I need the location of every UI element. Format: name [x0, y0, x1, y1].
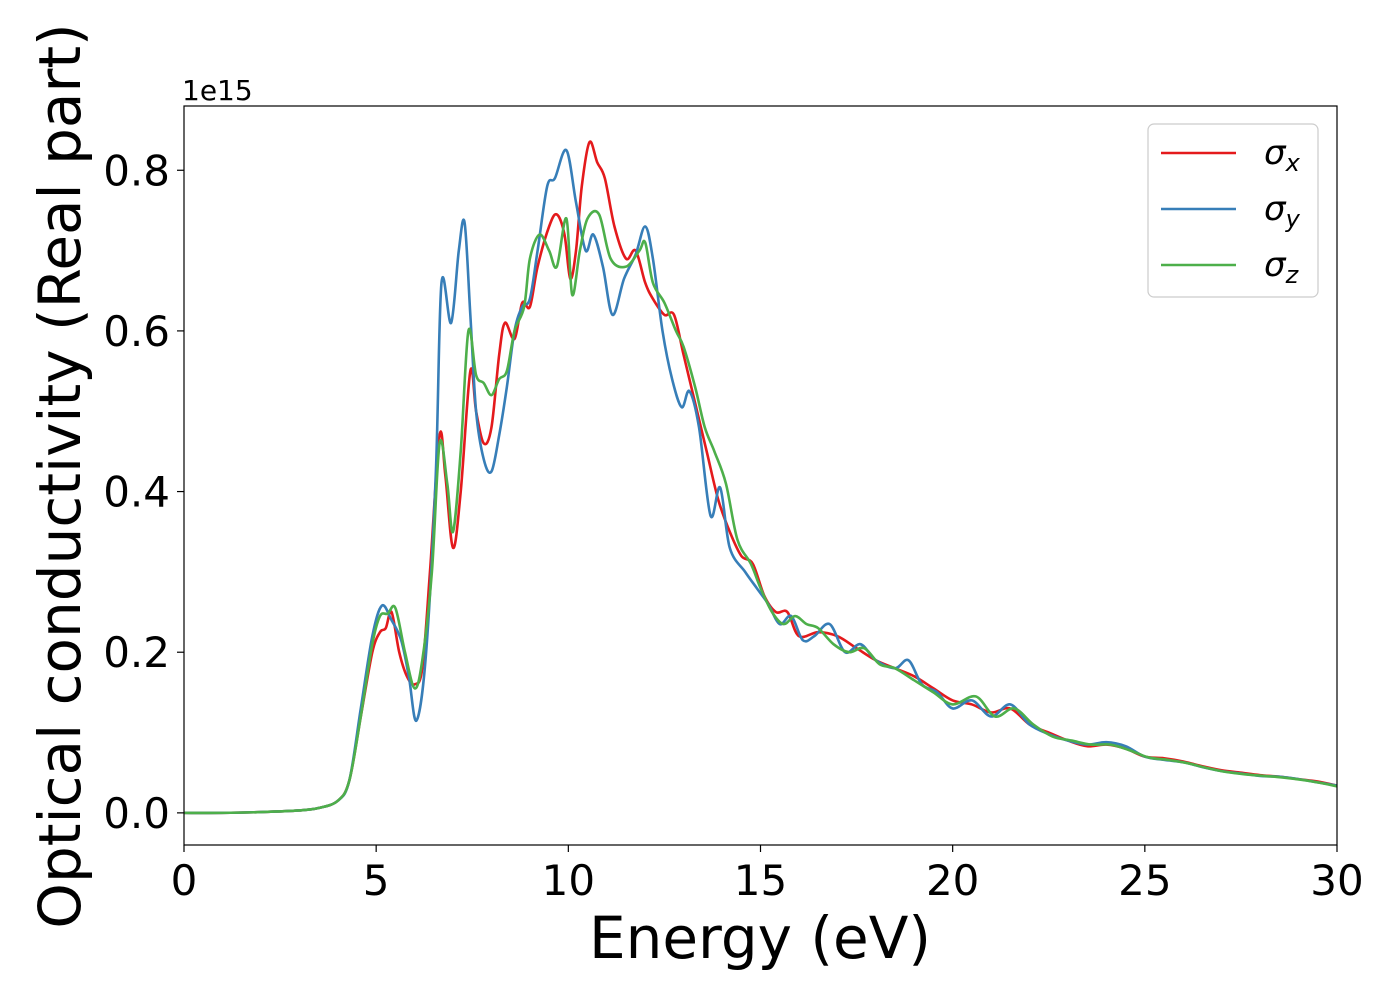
legend-label-subscript: x [1285, 149, 1301, 177]
y-tick-label: 0.4 [103, 468, 170, 517]
legend-label-base: σ [1264, 189, 1287, 229]
y-axis-label: Optical conductivity (Real part) [26, 23, 94, 928]
series-line-z [184, 209, 1337, 815]
legend-label-base: σ [1264, 245, 1287, 285]
series-layer [184, 140, 1337, 815]
legend-label-y: σy [1264, 189, 1301, 233]
x-tick-label: 10 [542, 856, 595, 905]
legend-label-z: σz [1264, 245, 1300, 289]
legend-item-z: σz [1161, 245, 1300, 289]
legend-frame [1147, 123, 1319, 298]
x-tick-label: 0 [171, 856, 198, 905]
x-tick-label: 5 [363, 856, 390, 905]
legend-item-y: σy [1161, 189, 1301, 233]
legend-label-x: σx [1264, 133, 1301, 177]
x-axis-label: Energy (eV) [589, 904, 931, 972]
legend-label-subscript: z [1285, 261, 1300, 289]
y-tick-label: 0.6 [103, 307, 170, 356]
x-tick-label: 25 [1118, 856, 1171, 905]
x-tick-label: 20 [926, 856, 979, 905]
y-tick-label: 0.8 [103, 146, 170, 195]
legend-label-base: σ [1264, 133, 1287, 173]
x-tick-label: 30 [1310, 856, 1363, 905]
legend-label-subscript: y [1285, 205, 1301, 233]
y-tick-label: 0.2 [103, 628, 170, 677]
x-axis: 0 5 10 15 20 25 30 [171, 845, 1364, 905]
y-tick-label: 0.0 [103, 789, 170, 838]
y-offset-label: 1e15 [182, 74, 253, 107]
x-tick-label: 15 [734, 856, 787, 905]
y-axis: 0.0 0.2 0.4 0.6 0.8 [103, 146, 184, 838]
legend-item-x: σx [1161, 133, 1301, 177]
